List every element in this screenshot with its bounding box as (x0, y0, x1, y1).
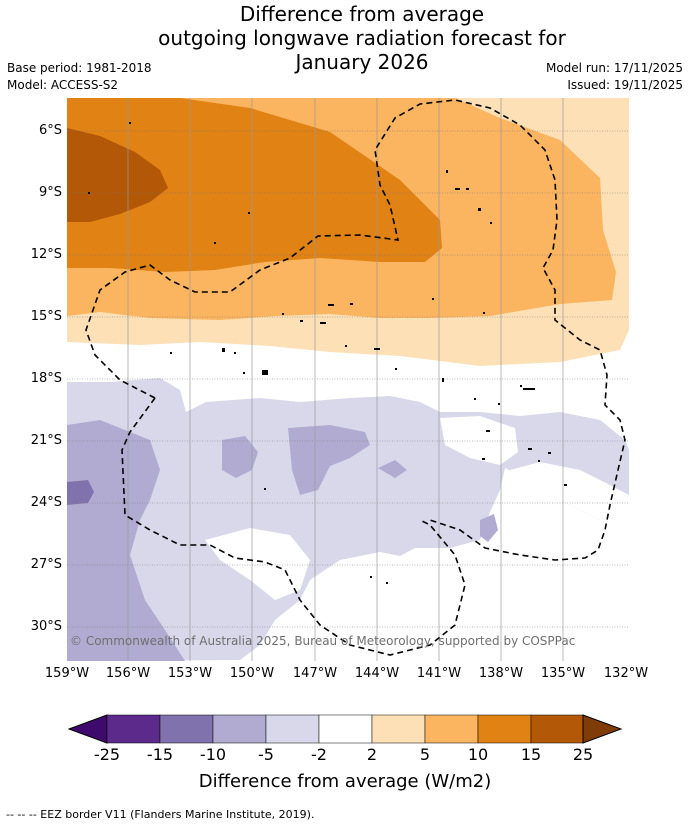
lat-label-21s: 21°S (30, 433, 62, 448)
colorbar-bin-7 (424, 714, 479, 744)
lon-label-159w: 159°W (44, 666, 90, 681)
map-title: Difference from average outgoing longwav… (0, 2, 690, 74)
colorbar-extend-low (67, 714, 108, 744)
colorbar-tick-8: 10 (467, 745, 489, 764)
title-line-3: January 2026 (295, 50, 429, 74)
lat-label-9s: 9°S (38, 185, 62, 200)
colorbar-bin-1 (106, 714, 161, 744)
lon-label-144w: 144°W (354, 666, 400, 681)
colorbar-tick-7: 5 (419, 745, 431, 764)
contour-minus5-to-minus10-c (378, 460, 407, 478)
colorbar-tick-5: -2 (311, 745, 327, 764)
lat-label-18s: 18°S (30, 371, 62, 386)
colorbar-bin-6 (371, 714, 426, 744)
colorbar-tick-4: -5 (258, 745, 274, 764)
islands (88, 122, 567, 584)
lon-label-135w: 135°W (540, 666, 586, 681)
lat-label-30s: 30°S (30, 619, 62, 634)
colorbar-tick-10: 25 (572, 745, 594, 764)
eez-legend-note: -- -- -- EEZ border V11 (Flanders Marine… (6, 808, 315, 821)
colorbar-label: Difference from average (W/m2) (198, 771, 492, 792)
contour-15-to-25 (67, 128, 168, 222)
contour-neutral-hole-3 (510, 462, 629, 530)
lon-label-141w: 141°W (416, 666, 462, 681)
lat-label-15s: 15°S (30, 309, 62, 324)
lon-label-153w: 153°W (167, 666, 213, 681)
title-line-1: Difference from average (239, 2, 485, 26)
colorbar (67, 714, 623, 744)
contour-minus5-to-minus10-a (222, 436, 258, 478)
eez-border (85, 99, 626, 656)
contour-minus10-to-minus15 (67, 480, 94, 505)
colorbar-extend-high (582, 714, 623, 744)
graticule (67, 130, 629, 628)
contour-minus5-to-minus10-b (288, 425, 370, 495)
colorbar-tick-3: -10 (199, 745, 227, 764)
lon-label-147w: 147°W (292, 666, 338, 681)
colorbar-bin-8 (477, 714, 532, 744)
meridians (127, 98, 564, 661)
map-credit: © Commonwealth of Australia 2025, Bureau… (70, 634, 576, 648)
lat-label-6s: 6°S (38, 123, 62, 138)
contour-minus5-to-minus10-d (480, 514, 498, 542)
colorbar-tick-9: 15 (520, 745, 542, 764)
contour-neutral-hole-2 (205, 528, 310, 600)
lon-label-138w: 138°W (478, 666, 524, 681)
model-name: Model: ACCESS-S2 (7, 78, 119, 92)
colorbar-tick-1: -25 (93, 745, 121, 764)
lon-label-150w: 150°W (229, 666, 275, 681)
colorbar-tick-6: 2 (366, 745, 378, 764)
issued-date: Issued: 19/11/2025 (567, 78, 683, 92)
model-run: Model run: 17/11/2025 (545, 61, 683, 75)
colorbar-bin-2 (159, 714, 214, 744)
title-line-2: outgoing longwave radiation forecast for (158, 26, 566, 50)
lon-label-132w: 132°W (603, 666, 649, 681)
lon-label-156w: 156°W (105, 666, 151, 681)
contour-10-to-15 (67, 98, 442, 272)
lat-label-12s: 12°S (30, 247, 62, 262)
colorbar-bin-3 (212, 714, 267, 744)
colorbar-bin-5 (318, 714, 373, 744)
colorbar-bin-4 (265, 714, 320, 744)
colorbar-tick-2: -15 (146, 745, 174, 764)
base-period: Base period: 1981-2018 (7, 61, 152, 75)
lat-label-27s: 27°S (30, 557, 62, 572)
map-contours (67, 98, 629, 661)
contour-minus5-to-minus10-west (67, 420, 185, 661)
contour-neutral-hole-1 (440, 416, 518, 465)
colorbar-bin-9 (530, 714, 584, 744)
lat-label-24s: 24°S (30, 495, 62, 510)
